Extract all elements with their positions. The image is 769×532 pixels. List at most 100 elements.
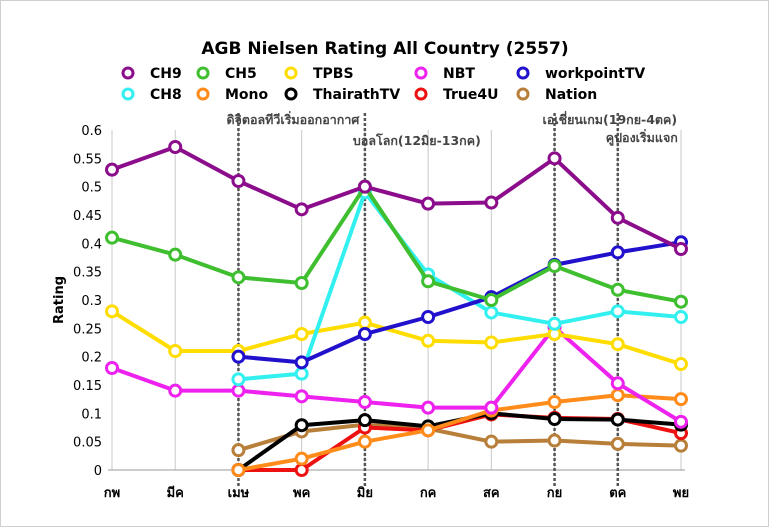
y-tick-label-4: 0.2 [81,351,102,366]
series-group [105,140,688,477]
y-tick-label-2: 0.1 [81,407,102,422]
point-ch9-9 [674,242,688,256]
annotation-label-3: คูปองเริ่มแจก [606,129,678,146]
legend-marker-workpointtv [516,66,530,80]
x-tick-label-3: พค [293,486,310,501]
x-tick-label-7: กย [547,486,563,501]
point-ch5-2 [231,270,246,285]
legend-label-thairathtv: ThairathTV [313,87,400,103]
point-nbt-4 [357,395,372,409]
series-ch9 [105,140,688,256]
point-tpbs-9 [674,357,688,372]
point-ch5-5 [421,274,436,289]
point-tpbs-6 [484,335,499,350]
x-tick-label-4: มิย [357,486,373,501]
legend-label-nbt: NBT [443,66,475,82]
point-ch8-9 [674,310,688,324]
legend-label-ch8: CH8 [150,87,182,103]
legend-marker-thairathtv [284,87,298,101]
point-ch9-0 [105,162,119,177]
series-nbt [105,320,688,429]
point-ch8-8 [610,304,625,319]
y-tick-label-11: 0.55 [73,152,102,167]
point-nbt-2 [231,383,246,398]
point-workpointtv-2 [231,349,246,364]
point-ch9-7 [547,151,562,166]
legend-marker-ch5 [196,66,210,80]
point-nation-9 [674,438,688,453]
y-tick-label-9: 0.45 [73,209,102,224]
chart-title: AGB Nielsen Rating All Country (2557) [201,39,568,59]
series-ch5 [105,179,688,309]
point-ch9-1 [168,140,183,154]
point-mono-2 [231,463,246,477]
y-tick-label-6: 0.3 [81,294,102,309]
x-tick-label-9: พย [673,486,689,501]
point-workpointtv-3 [294,355,309,370]
annotation-label-1: บอลโลก(12มิย-13กค) [353,133,481,148]
series-line-workpointtv [238,240,682,365]
legend-label-ch9: CH9 [150,66,182,82]
legend-marker-mono [196,87,210,101]
point-thairathtv-7 [547,412,562,426]
legend-marker-nation [516,87,530,101]
x-tick-label-8: ตค [609,486,626,501]
point-tpbs-4 [357,315,372,330]
annotation-label-0: ดิจิตอลทีวีเริ่มออกอากาศ [226,111,360,127]
legend-label-true4u: True4U [443,87,499,103]
point-tpbs-3 [294,327,309,341]
point-true4u-3 [294,463,309,477]
point-ch8-6 [484,305,499,320]
point-nbt-8 [610,376,625,391]
annotations: ดิจิตอลทีวีเริ่มออกอากาศบอลโลก(12มิย-13ก… [226,111,678,486]
point-tpbs-0 [105,304,119,319]
point-ch8-7 [547,316,562,331]
series-line-ch5 [111,184,682,304]
legend-marker-nbt [414,66,428,80]
legend-label-tpbs: TPBS [313,66,354,82]
legend-label-mono: Mono [225,87,269,103]
y-tick-label-0: 0 [94,464,102,479]
point-mono-3 [294,451,309,466]
point-nbt-6 [484,400,499,415]
y-tick-label-10: 0.5 [81,181,102,196]
point-ch5-9 [674,294,688,309]
point-ch8-3 [294,366,309,381]
point-ch9-8 [610,210,625,225]
legend-marker-true4u [414,87,428,101]
point-workpointtv-8 [610,245,625,260]
y-tick-label-8: 0.4 [81,237,102,252]
legend-marker-tpbs [284,66,298,80]
legend-marker-ch8 [121,87,135,101]
point-nbt-3 [294,389,309,404]
y-tick-label-5: 0.25 [73,322,102,337]
point-mono-9 [674,392,688,407]
point-ch5-3 [294,276,309,290]
point-workpointtv-4 [357,327,372,341]
series-line-tpbs [110,309,682,366]
point-mono-8 [610,388,625,403]
x-tick-label-2: เมษ [228,486,250,501]
point-nation-2 [231,443,246,458]
point-ch9-6 [484,195,499,210]
point-nation-7 [547,433,562,448]
series-line-ch8 [238,190,682,382]
point-tpbs-8 [610,337,625,352]
x-tick-label-1: มีค [167,485,184,501]
point-thairathtv-4 [357,413,372,428]
y-tick-label-3: 0.15 [73,379,102,394]
x-tick-label-0: กพ [104,486,120,501]
point-mono-5 [421,423,436,438]
point-nation-6 [484,434,499,449]
point-ch9-3 [294,202,309,217]
legend-marker-ch9 [121,66,135,80]
point-nbt-1 [168,383,183,398]
point-ch9-5 [421,196,436,211]
point-tpbs-5 [421,333,436,348]
x-tick-label-6: สค [483,486,500,501]
axes: 0 0.05 0.1 0.15 0.2 0.25 0.3 0.35 0.4 0.45 0.5 0.55… [73,124,689,501]
legend: CH9 CH5 TPBS NBT workpointTV CH8 Mono ThairathT… [121,66,645,103]
point-nbt-9 [674,414,688,429]
